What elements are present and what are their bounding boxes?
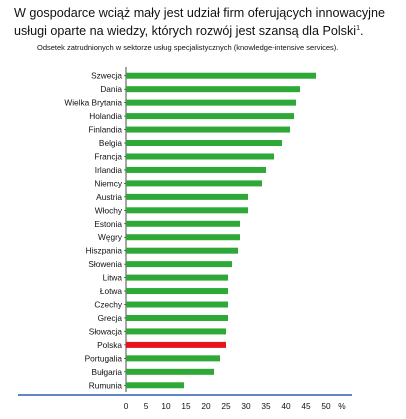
bar [126,274,228,281]
bar [126,247,238,254]
bar [126,166,266,173]
bar [126,153,274,160]
x-tick-label: 25 [221,401,231,411]
x-tick-label: 20 [201,401,211,411]
x-tick-label: 10 [161,401,171,411]
category-label: Estonia [94,219,122,229]
bar [126,86,300,93]
chart-subtitle: Odsetek zatrudnionych w sektorze usług s… [37,43,339,52]
category-label: Finlandia [88,125,122,135]
category-label: Dania [100,84,122,94]
x-tick-label: 30 [241,401,251,411]
bar [126,234,240,241]
category-label: Portugalia [85,353,123,363]
bar [126,180,262,187]
category-label: Rumunia [89,380,123,390]
category-label: Irlandia [95,165,123,175]
x-tick-label: 35 [261,401,271,411]
x-tick-label: 45 [301,401,311,411]
bar [126,207,248,214]
category-label: Niemcy [94,178,123,188]
x-tick-label: 5 [144,401,149,411]
bar [126,355,220,362]
category-label: Grecja [98,313,123,323]
bar [126,99,296,106]
bar [126,368,214,375]
category-label: Francja [94,151,122,161]
bar [126,220,240,227]
bar [126,382,184,389]
category-label: Holandia [89,111,122,121]
bar-highlight [126,341,226,348]
category-label: Słowacja [89,326,123,336]
x-tick-label: 15 [181,401,191,411]
bar [126,261,232,268]
category-label: Szwecja [91,71,122,81]
category-label: Bułgaria [92,367,123,377]
x-unit-label: % [338,401,346,411]
bar [126,126,290,133]
x-tick-label: 50 [321,401,331,411]
category-label: Polska [97,340,122,350]
category-label: Łotwa [100,286,123,296]
category-label: Wielka Brytania [64,98,122,108]
bar [126,314,228,321]
title-footnote-marker: 1 [356,25,360,32]
category-label: Belgia [99,138,122,148]
bar [126,72,316,79]
x-tick-label: 0 [124,401,129,411]
bar [126,113,294,120]
bar [126,288,228,295]
chart-title: W gospodarce wciąż mały jest udział firm… [14,6,385,39]
category-label: Austria [96,192,122,202]
category-label: Węgry [98,232,123,242]
bar [126,140,282,147]
category-label: Włochy [95,205,123,215]
bar [126,328,226,335]
bar [126,193,248,200]
category-label: Hiszpania [86,246,123,256]
x-tick-label: 40 [281,401,291,411]
category-label: Czechy [94,300,123,310]
category-label: Słowenia [88,259,122,269]
bar [126,301,228,308]
category-label: Litwa [103,273,123,283]
